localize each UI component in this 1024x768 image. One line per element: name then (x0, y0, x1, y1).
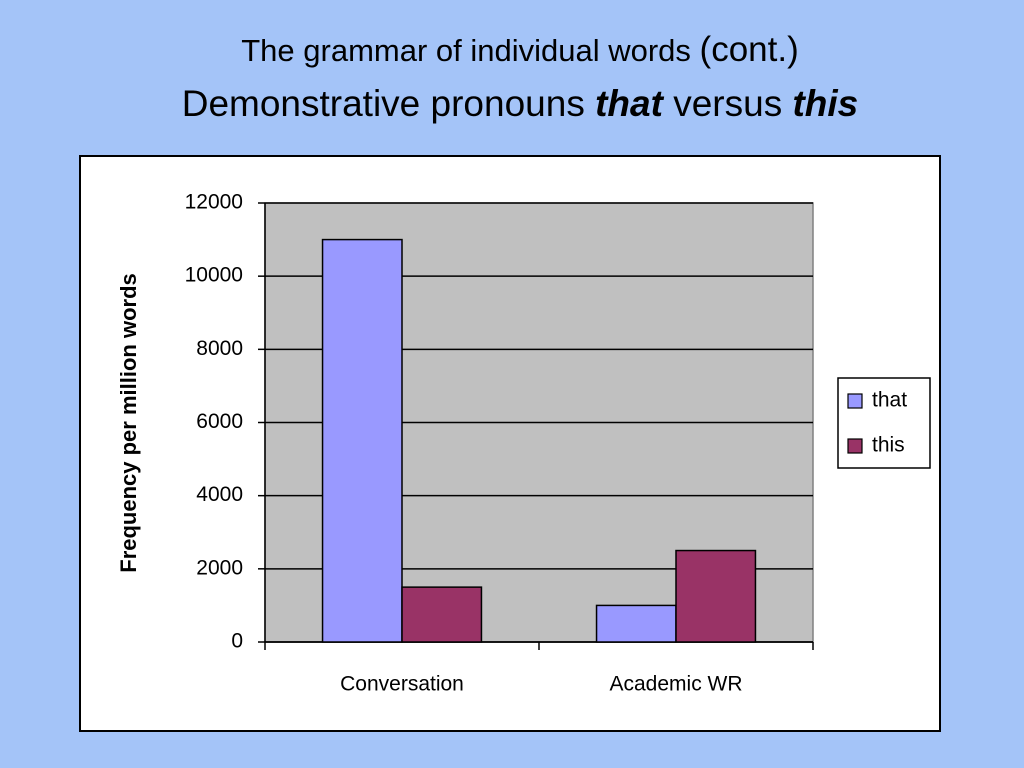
x-tick-label: Academic WR (609, 673, 742, 696)
title-text: (cont.) (699, 30, 799, 69)
legend-label: that (872, 389, 907, 412)
bar (321, 238, 403, 643)
title-line: Demonstrative pronouns that versus this (0, 75, 1024, 133)
title-text: this (792, 83, 859, 124)
title-text: The grammar of individual words (241, 33, 691, 68)
legend-label: this (872, 434, 905, 457)
bar (401, 586, 483, 643)
y-tick-label: 0 (231, 630, 243, 653)
title-line: The grammar of individual words (cont.) (0, 26, 1024, 75)
title-text: Demonstrative pronouns (181, 83, 585, 124)
legend-swatch (847, 438, 863, 454)
slide-title: The grammar of individual words (cont.) … (0, 26, 1024, 133)
y-axis-label: Frequency per million words (116, 273, 141, 573)
y-tick-label: 10000 (185, 264, 243, 287)
y-tick-label: 2000 (196, 556, 243, 579)
y-tick-label: 4000 (196, 483, 243, 506)
y-tick-label: 8000 (196, 337, 243, 360)
bar (675, 549, 757, 643)
y-tick-label: 12000 (185, 191, 243, 214)
y-tick-label: 6000 (196, 410, 243, 433)
legend-swatch (847, 393, 863, 409)
title-text: versus (673, 83, 783, 124)
bar (595, 604, 677, 643)
x-tick-label: Conversation (340, 673, 464, 696)
title-text: that (595, 83, 663, 124)
